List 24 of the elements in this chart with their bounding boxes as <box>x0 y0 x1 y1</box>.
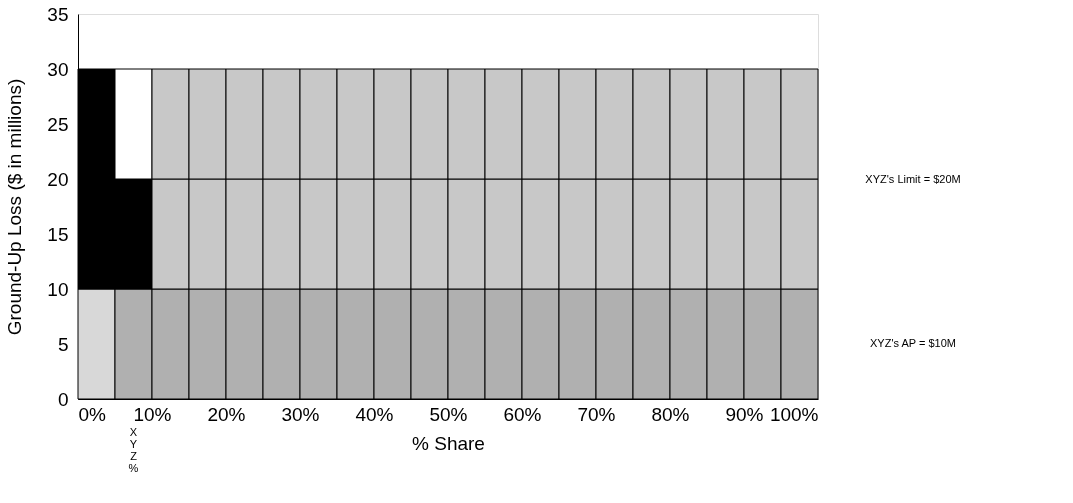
text: XYZ's AP = $10M <box>870 336 956 349</box>
y-tick-label: 30 <box>47 58 69 80</box>
y-tick-label: 0 <box>57 388 69 410</box>
x-tick-label: 30% <box>281 403 320 425</box>
x-tick-label: 100% <box>769 403 819 425</box>
x-tick-label: 70% <box>577 403 616 425</box>
x-tick-label: 60% <box>503 403 542 425</box>
y-axis-title: Ground-Up Loss ($ in millions) <box>4 78 26 336</box>
y-tick-label: 5 <box>57 333 69 355</box>
x-tick-label: 10% <box>133 403 172 425</box>
y-tick-label: 35 <box>47 3 69 25</box>
text: X Y Z % <box>128 426 139 474</box>
x-tick-label: 40% <box>355 403 394 425</box>
x-tick-label: 90% <box>725 403 764 425</box>
x-axis-title: % Share <box>412 432 485 454</box>
x-tick-label: 50% <box>429 403 468 425</box>
y-tick-label: 10 <box>47 278 69 300</box>
y-tick-label: 15 <box>47 223 69 245</box>
x-tick-label: 0% <box>78 403 107 425</box>
y-tick-label: 20 <box>47 168 69 190</box>
x-tick-label: 80% <box>651 403 690 425</box>
y-tick-label: 25 <box>47 113 69 135</box>
x-tick-label: 20% <box>207 403 246 425</box>
text: XYZ's Limit = $20M <box>865 172 961 185</box>
